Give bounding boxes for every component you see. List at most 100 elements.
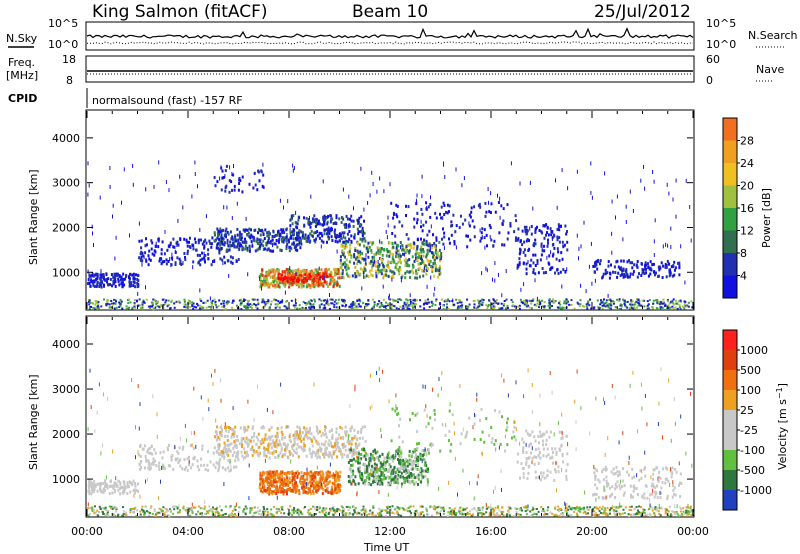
data-cell: [202, 301, 205, 304]
data-cell: [129, 508, 132, 510]
data-cell: [341, 216, 344, 220]
data-cell: [226, 303, 229, 306]
data-cell: [262, 244, 265, 248]
data-cell: [272, 243, 274, 248]
data-cell: [181, 447, 184, 451]
data-cell: [178, 257, 181, 261]
data-cell: [532, 506, 535, 509]
data-cell: [665, 265, 668, 269]
data-cell: [218, 237, 220, 241]
data-cell: [367, 255, 370, 259]
data-cell: [153, 253, 156, 257]
data-cell: [153, 299, 156, 301]
data-cell: [209, 241, 212, 245]
data-cell: [140, 239, 143, 243]
data-cell: [545, 233, 547, 237]
data-cell: [276, 431, 279, 435]
data-cell: [171, 454, 174, 458]
data-cell: [326, 222, 329, 226]
data-cell: [220, 509, 223, 512]
data-cell: [222, 448, 225, 452]
data-cell: [276, 245, 279, 249]
data-cell: [99, 195, 101, 200]
data-cell: [164, 466, 166, 470]
data-cell: [116, 485, 119, 489]
data-cell: [116, 514, 119, 517]
data-cell: [157, 239, 160, 243]
data-cell: [314, 300, 316, 303]
data-cell: [95, 301, 98, 304]
data-cell: [225, 164, 228, 168]
data-cell: [117, 488, 120, 492]
data-cell: [427, 259, 430, 263]
data-cell: [171, 257, 173, 261]
data-cell: [359, 223, 362, 226]
data-cell: [493, 509, 496, 512]
data-cell: [579, 303, 582, 306]
data-cell: [172, 237, 175, 241]
data-cell: [332, 509, 335, 512]
data-cell: [301, 447, 304, 451]
data-cell: [569, 507, 572, 509]
data-cell: [123, 482, 126, 486]
data-cell: [488, 513, 491, 516]
data-cell: [127, 302, 130, 305]
colorbar-tick-label: 8: [740, 247, 747, 260]
data-cell: [320, 232, 323, 236]
data-cell: [252, 298, 255, 301]
data-cell: [486, 307, 489, 310]
data-cell: [267, 236, 270, 240]
data-cell: [493, 307, 496, 309]
data-cell: [143, 444, 146, 448]
data-cell: [329, 509, 332, 512]
data-cell: [632, 270, 635, 274]
data-cell: [223, 241, 226, 245]
data-cell: [125, 308, 128, 310]
data-cell: [256, 241, 259, 245]
data-cell: [337, 301, 339, 304]
data-cell: [511, 301, 514, 304]
data-cell: [223, 205, 225, 210]
data-cell: [573, 507, 576, 510]
data-cell: [533, 508, 536, 511]
data-cell: [122, 486, 124, 490]
data-cell: [557, 250, 560, 254]
data-cell: [297, 268, 300, 272]
data-cell: [214, 259, 216, 263]
data-cell: [520, 301, 523, 304]
data-cell: [451, 512, 454, 515]
data-cell: [422, 254, 425, 258]
data-cell: [518, 307, 521, 310]
data-cell: [688, 511, 691, 514]
data-cell: [285, 247, 288, 251]
data-cell: [530, 299, 533, 302]
data-cell: [473, 306, 476, 309]
data-cell: [477, 512, 480, 515]
data-cell: [279, 451, 282, 455]
data-cell: [444, 299, 447, 302]
data-cell: [133, 304, 136, 307]
data-cell: [91, 279, 94, 283]
data-cell: [113, 506, 116, 509]
data-cell: [245, 454, 248, 458]
data-cell: [613, 265, 616, 269]
data-cell: [621, 273, 623, 277]
data-cell: [154, 244, 157, 248]
data-cell: [363, 274, 365, 279]
data-cell: [450, 220, 453, 224]
data-cell: [271, 235, 274, 238]
data-cell: [231, 172, 233, 176]
data-cell: [429, 506, 432, 508]
data-cell: [148, 514, 151, 517]
data-cell: [170, 455, 173, 459]
data-cell: [639, 304, 642, 307]
data-cell: [123, 167, 125, 172]
data-cell: [129, 511, 132, 514]
data-cell: [348, 305, 351, 308]
data-cell: [240, 236, 243, 240]
data-cell: [329, 507, 332, 510]
data-cell: [466, 513, 469, 515]
data-cell: [212, 259, 215, 263]
data-cell: [194, 237, 196, 241]
data-cell: [623, 512, 626, 514]
